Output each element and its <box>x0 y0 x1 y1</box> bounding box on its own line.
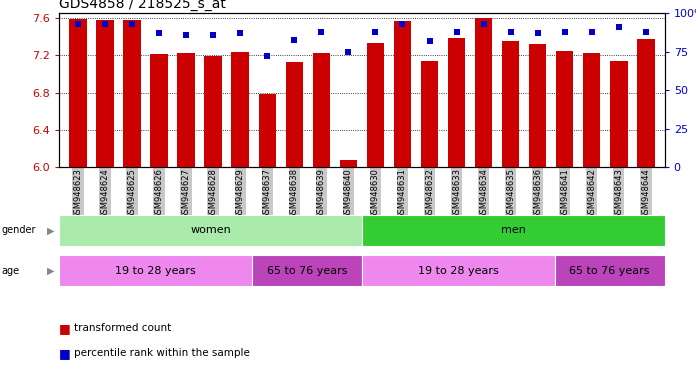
Text: 65 to 76 years: 65 to 76 years <box>569 266 650 276</box>
Text: percentile rank within the sample: percentile rank within the sample <box>74 348 251 358</box>
Point <box>586 29 597 35</box>
Point <box>370 29 381 35</box>
Text: transformed count: transformed count <box>74 323 172 333</box>
Point <box>127 21 138 27</box>
Text: ■: ■ <box>59 347 71 360</box>
Bar <box>529 44 546 167</box>
Bar <box>96 20 114 167</box>
Point <box>424 38 435 44</box>
Bar <box>420 61 438 167</box>
Text: ▶: ▶ <box>47 225 54 235</box>
Bar <box>362 215 665 246</box>
Point <box>505 29 516 35</box>
Bar <box>258 94 276 167</box>
Text: 19 to 28 years: 19 to 28 years <box>115 266 196 276</box>
Text: 65 to 76 years: 65 to 76 years <box>267 266 347 276</box>
Bar <box>205 56 222 167</box>
Point <box>343 49 354 55</box>
Point <box>397 21 408 27</box>
Point <box>613 24 624 30</box>
Bar <box>362 255 555 286</box>
Bar <box>59 215 362 246</box>
Point <box>72 21 84 27</box>
Bar <box>475 18 492 167</box>
Bar <box>340 160 357 167</box>
Text: men: men <box>501 225 525 235</box>
Point <box>451 29 462 35</box>
Point <box>262 53 273 60</box>
Point <box>532 30 543 36</box>
Bar <box>177 53 195 167</box>
Point <box>316 29 327 35</box>
Bar <box>610 61 628 167</box>
Bar <box>252 255 362 286</box>
Bar <box>394 21 411 167</box>
Bar <box>556 51 574 167</box>
Bar <box>583 53 601 167</box>
Text: 19 to 28 years: 19 to 28 years <box>418 266 498 276</box>
Bar <box>123 20 141 167</box>
Bar <box>502 41 519 167</box>
Bar <box>367 43 384 167</box>
Bar <box>285 62 303 167</box>
Point <box>100 21 111 27</box>
Bar <box>70 19 87 167</box>
Text: ▶: ▶ <box>47 266 54 276</box>
Bar <box>232 51 249 167</box>
Text: GDS4858 / 218525_s_at: GDS4858 / 218525_s_at <box>59 0 226 11</box>
Point <box>154 30 165 36</box>
Bar <box>637 38 654 167</box>
Bar <box>313 53 330 167</box>
Text: women: women <box>190 225 231 235</box>
Point <box>207 32 219 38</box>
Text: gender: gender <box>1 225 36 235</box>
Point <box>559 29 570 35</box>
Text: ■: ■ <box>59 322 71 335</box>
Bar <box>59 255 252 286</box>
Point <box>181 32 192 38</box>
Bar <box>150 55 168 167</box>
Point <box>289 36 300 43</box>
Point <box>478 21 489 27</box>
Text: age: age <box>1 266 19 276</box>
Bar <box>448 38 466 167</box>
Point <box>640 29 651 35</box>
Point <box>235 30 246 36</box>
Bar <box>555 255 665 286</box>
